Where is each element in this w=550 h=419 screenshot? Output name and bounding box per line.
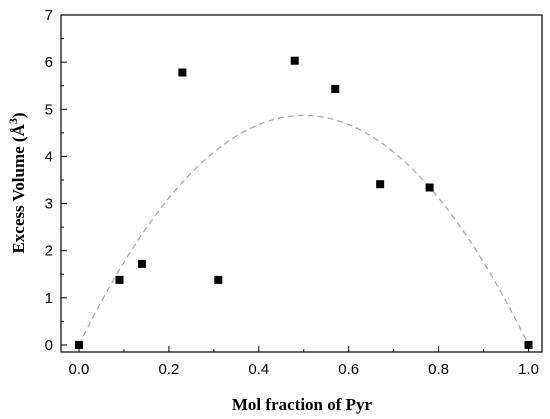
y-tick-label: 7: [45, 7, 53, 24]
y-tick-label: 5: [45, 101, 53, 118]
y-axis-title-unit: Å: [9, 123, 28, 136]
y-tick-label: 3: [45, 196, 53, 213]
y-axis-title-close: ): [9, 112, 28, 118]
plot-frame: [60, 14, 543, 353]
data-point: [74, 340, 83, 349]
ticks-layer: 0.0 0.2 0.4 0.6 0.8 1.0 0 1 2 3 4 5 6 7: [45, 7, 539, 378]
y-tick-label: 4: [45, 148, 53, 165]
x-tick-label: 0.4: [248, 361, 269, 378]
x-tick-label: 0.0: [69, 361, 90, 378]
data-point: [524, 340, 533, 349]
y-tick-label: 1: [45, 290, 53, 307]
fit-curve: [78, 114, 530, 346]
x-axis-title: Mol fraction of Pyr: [232, 395, 373, 414]
data-point: [331, 84, 340, 93]
data-point: [376, 180, 385, 189]
y-tick-label: 2: [45, 243, 53, 260]
data-point: [178, 68, 187, 77]
y-axis-title: Excess Volume (Å3): [6, 112, 28, 253]
data-point: [290, 56, 299, 65]
x-tick-label: 0.2: [158, 361, 179, 378]
x-tick-label: 0.6: [338, 361, 359, 378]
x-tick-label: 0.8: [428, 361, 449, 378]
data-point: [137, 259, 146, 268]
points-layer: [74, 56, 533, 349]
y-tick-label: 0: [45, 337, 53, 354]
x-tick-label: 1.0: [518, 361, 539, 378]
data-point: [214, 275, 223, 284]
y-axis-title-main: Excess Volume (: [9, 136, 28, 253]
data-point: [115, 275, 124, 284]
fit-curve-layer: [78, 114, 530, 346]
y-tick-label: 6: [45, 54, 53, 71]
y-axis-title-superscript: 3: [6, 118, 20, 124]
data-point: [425, 183, 434, 192]
